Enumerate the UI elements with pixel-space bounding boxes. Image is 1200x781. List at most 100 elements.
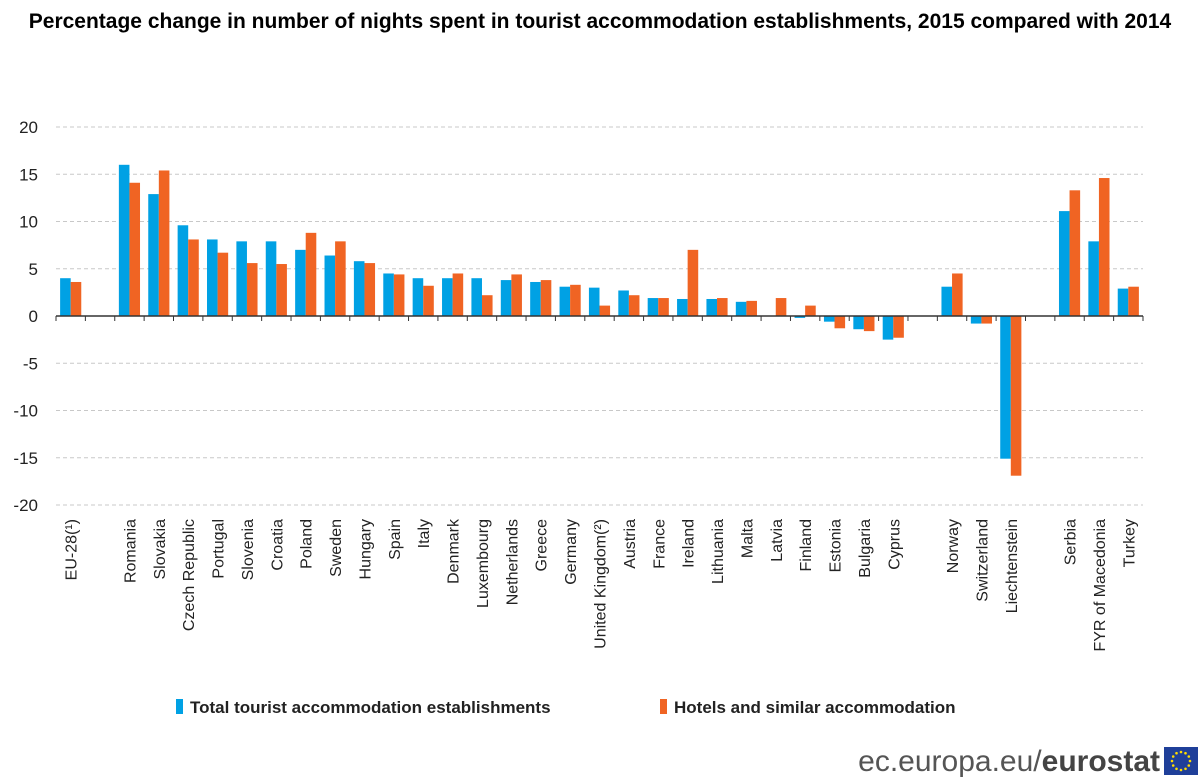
footer-site: ec.europa.eu/	[858, 745, 1042, 778]
bar-hotels	[452, 273, 464, 316]
bar-total	[471, 278, 482, 316]
bar-total	[735, 301, 747, 316]
bar-hotels	[628, 295, 640, 316]
bar-hotels	[217, 252, 229, 316]
bar-total	[1000, 316, 1011, 459]
x-tick-label: Slovakia	[152, 519, 169, 580]
bar-hotels	[246, 263, 258, 316]
bar-total	[941, 286, 953, 316]
bar-hotels	[70, 281, 82, 316]
bar-hotels	[717, 298, 728, 316]
legend-swatch	[660, 699, 667, 714]
x-tick-label: Finland	[798, 519, 815, 571]
bar-total	[500, 280, 512, 316]
x-tick-label: Austria	[622, 519, 639, 569]
bar-hotels	[599, 305, 611, 316]
x-tick-label: Netherlands	[504, 519, 521, 605]
x-tick-label: Turkey	[1121, 519, 1138, 567]
bar-hotels	[863, 316, 875, 332]
x-tick-label: Greece	[534, 519, 551, 572]
x-tick-label: EU-28(¹)	[64, 519, 81, 580]
eu-flag-logo	[1164, 747, 1198, 775]
bar-hotels	[658, 298, 669, 316]
x-tick-label: Norway	[945, 519, 962, 573]
y-tick-label: -15	[13, 449, 38, 468]
bar-hotels	[893, 316, 904, 338]
bar-total	[823, 316, 835, 322]
x-tick-label: Bulgaria	[857, 519, 874, 578]
bar-hotels	[1069, 190, 1081, 316]
bar-hotels	[129, 182, 141, 316]
bar-total	[148, 194, 159, 316]
x-tick-label: Malta	[739, 519, 756, 558]
x-tick-label: Slovenia	[240, 519, 257, 580]
x-tick-label: FYR of Macedonia	[1092, 519, 1109, 652]
bar-hotels	[393, 274, 405, 316]
bar-hotels	[364, 263, 376, 316]
bar-total	[853, 316, 864, 330]
bar-hotels	[481, 295, 493, 316]
bar-total	[882, 316, 894, 340]
x-tick-label: Ireland	[681, 519, 698, 568]
bar-total	[118, 164, 130, 316]
bar-hotels	[423, 285, 434, 316]
y-tick-label: -20	[13, 496, 38, 515]
x-tick-label: Poland	[299, 519, 316, 569]
x-tick-label: Liechtenstein	[1004, 519, 1021, 613]
bar-total	[1117, 288, 1129, 316]
x-tick-label: Luxembourg	[475, 519, 492, 608]
bar-hotels	[805, 305, 816, 316]
y-tick-label: 0	[29, 307, 38, 326]
bar-hotels	[570, 284, 581, 316]
x-tick-label: Cyprus	[886, 519, 903, 570]
bar-hotels	[1010, 316, 1022, 476]
bar-total	[530, 281, 541, 316]
bar-hotels	[335, 241, 346, 316]
bar-total	[353, 261, 365, 316]
bar-hotels	[775, 298, 787, 316]
x-tick-label: Hungary	[357, 519, 374, 579]
bar-total	[794, 316, 806, 318]
y-tick-label: -10	[13, 402, 38, 421]
x-tick-label: United Kingdom(²)	[593, 519, 610, 649]
x-tick-label: Portugal	[211, 519, 228, 579]
y-tick-label: -5	[23, 354, 38, 373]
bar-total	[412, 278, 424, 316]
chart-title: Percentage change in number of nights sp…	[28, 10, 1172, 33]
bar-hotels	[1128, 286, 1139, 316]
bar-hotels	[834, 316, 846, 329]
y-tick-label: 15	[19, 165, 38, 184]
x-tick-label: Denmark	[446, 518, 463, 584]
bar-total	[647, 298, 659, 316]
x-tick-label: Lithuania	[710, 519, 727, 584]
bar-hotels	[305, 232, 317, 316]
footer-source: ec.europa.eu/eurostat	[858, 745, 1160, 779]
bar-hotels	[540, 280, 552, 316]
bar-total	[324, 255, 336, 316]
bar-hotels	[687, 249, 699, 316]
bar-total	[677, 298, 688, 316]
bar-hotels	[276, 264, 287, 316]
footer-brand: eurostat	[1041, 745, 1160, 778]
bar-total	[706, 298, 718, 316]
bar-total	[442, 278, 453, 316]
bar-total	[295, 249, 306, 316]
bar-hotels	[952, 273, 963, 316]
legend-label: Total tourist accommodation establishmen…	[190, 698, 551, 717]
x-tick-label: France	[651, 519, 668, 569]
bar-hotels	[188, 239, 199, 316]
bar-total	[383, 273, 394, 316]
bar-total	[970, 316, 982, 324]
x-tick-label: Czech Republic	[181, 519, 198, 631]
bar-total	[1058, 211, 1070, 316]
legend-label: Hotels and similar accommodation	[674, 698, 956, 717]
bar-total	[207, 239, 218, 316]
bar-hotels	[1098, 178, 1110, 316]
x-tick-label: Sweden	[328, 519, 345, 577]
bar-total	[1088, 241, 1099, 316]
bar-total	[559, 286, 571, 316]
x-tick-label: Serbia	[1063, 519, 1080, 565]
x-tick-label: Romania	[122, 519, 139, 583]
bar-total	[236, 241, 247, 316]
